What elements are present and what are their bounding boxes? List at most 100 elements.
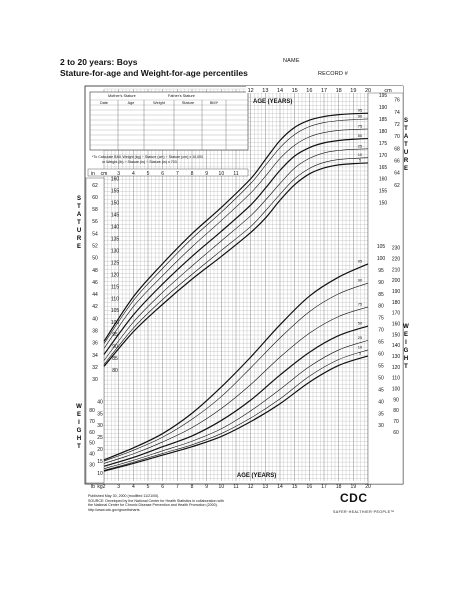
form-header-mother: Mother's Stature: [108, 94, 136, 98]
svg-text:E: E: [77, 412, 81, 418]
svg-text:W: W: [76, 404, 82, 410]
weight-lb-tick-right: 60: [393, 430, 399, 436]
weight-lb-tick-right: 90: [393, 397, 399, 403]
weight-kg-tick-right: 105: [377, 244, 386, 250]
svg-text:T: T: [404, 126, 408, 132]
svg-text:T: T: [77, 204, 81, 210]
stature-cm-tick-right: 195: [379, 93, 388, 99]
stature-in-unit-left: in: [91, 171, 95, 177]
stature-cm-tick-left: 160: [111, 177, 120, 183]
weight-kg-tick-right: 90: [378, 280, 384, 286]
weight-percentile-label: 90: [358, 278, 363, 283]
weight-kg-tick-left: 30: [97, 423, 103, 429]
bottom-age-tick: 19: [351, 484, 357, 490]
stature-cm-tick-left: 80: [112, 368, 118, 374]
weight-percentile-label: 50: [358, 321, 363, 326]
weight-lb-tick-left: 70: [89, 419, 95, 425]
weight-percentile-label: 95: [358, 258, 363, 263]
stature-curve-p50: [103, 137, 369, 355]
chart-title: 2 to 20 years: Boys: [60, 57, 138, 67]
top-age-band: [246, 86, 403, 93]
inner-age-tick: 7: [176, 171, 179, 177]
weight-percentile-label: 10: [358, 344, 363, 349]
stature-cm-tick-left: 150: [111, 201, 120, 207]
form-column-1: Age: [128, 101, 135, 105]
top-age-tick: 14: [277, 88, 283, 94]
weight-kg-tick-right: 45: [378, 387, 384, 393]
weight-lb-tick-right: 150: [392, 332, 401, 338]
inner-age-tick: 3: [117, 171, 120, 177]
stature-cm-tick-left: 145: [111, 213, 120, 219]
weight-lb-tick-left: 50: [89, 441, 95, 447]
stature-in-tick-right: 72: [394, 122, 400, 128]
weight-percentile-label: 5: [359, 350, 362, 355]
stature-in-tick-left: 58: [92, 207, 98, 213]
stature-cm-tick-left: 90: [112, 344, 118, 350]
stature-in-tick-left: 48: [92, 268, 98, 274]
stature-in-tick-left: 40: [92, 316, 98, 322]
stature-in-tick-left: 56: [92, 219, 98, 225]
bmi-note-1: *To Calculate BMI: Weight (kg) ÷ Stature…: [92, 155, 203, 159]
bottom-age-tick: 8: [191, 484, 194, 490]
cdc-tagline: SAFER·HEALTHIER·PEOPLE™: [333, 510, 395, 514]
stature-cm-tick-left: 105: [111, 308, 120, 314]
weight-lb-tick-right: 220: [392, 256, 401, 262]
weight-kg-tick-right: 80: [378, 304, 384, 310]
svg-text:W: W: [403, 324, 409, 330]
stature-cm-tick-left: 115: [111, 284, 119, 290]
bottom-age-tick: 14: [277, 484, 283, 490]
stature-cm-unit-left: cm: [101, 171, 108, 177]
stature-curve-p90: [103, 118, 369, 344]
svg-text:R: R: [77, 236, 82, 242]
bottom-age-tick: 7: [176, 484, 179, 490]
bottom-age-tick: 4: [132, 484, 135, 490]
inner-age-tick: 9: [205, 171, 208, 177]
weight-kg-tick-right: 85: [378, 292, 384, 298]
bottom-age-tick: 5: [147, 484, 150, 490]
bottom-age-tick: 13: [263, 484, 269, 490]
footer-source: Published May 30, 2000 (modified 11/21/0…: [88, 494, 288, 512]
weight-curve-p25: [103, 340, 369, 469]
weight-lb-tick-right: 100: [392, 387, 401, 393]
weight-lb-tick-right: 110: [392, 376, 400, 382]
weight-lb-tick-left: 40: [89, 452, 95, 458]
svg-text:R: R: [404, 158, 409, 164]
cdc-logo: CDC: [340, 491, 368, 505]
bottom-age-tick: 16: [307, 484, 313, 490]
svg-text:G: G: [404, 348, 409, 354]
svg-text:U: U: [77, 228, 81, 234]
bottom-age-tick: 9: [205, 484, 208, 490]
stature-percentile-label: 25: [358, 143, 363, 148]
stature-in-tick-left: 44: [92, 292, 98, 298]
stature-cm-tick-right: 190: [379, 105, 388, 111]
stature-cm-unit-right: cm: [384, 88, 392, 94]
stature-cm-tick-right: 155: [379, 189, 388, 195]
chart-subtitle: Stature-for-age and Weight-for-age perce…: [60, 68, 248, 78]
weight-kg-tick-right: 60: [378, 352, 384, 358]
stature-in-tick-left: 36: [92, 341, 98, 347]
bottom-age-tick: 15: [292, 484, 298, 490]
stature-curve-p25: [103, 148, 369, 361]
weight-kg-tick-right: 50: [378, 375, 384, 381]
stature-percentile-label: 50: [358, 133, 363, 138]
measurement-form: [89, 91, 249, 151]
top-age-tick: 19: [350, 88, 356, 94]
stature-cm-tick-left: 130: [111, 248, 120, 254]
stature-cm-tick-right: 170: [379, 153, 388, 159]
top-age-tick: 20: [365, 88, 371, 94]
inner-age-tick: 8: [191, 171, 194, 177]
weight-lb-tick-right: 120: [392, 365, 401, 371]
stature-cm-tick-left: 140: [111, 225, 120, 231]
weight-kg-tick-left: 25: [97, 435, 103, 441]
top-age-tick: 17: [321, 88, 327, 94]
stature-curve-p75: [103, 128, 369, 349]
weight-lb-tick-left: 60: [89, 430, 95, 436]
form-column-3: Stature: [182, 101, 194, 105]
weight-percentile-label: 25: [358, 335, 363, 340]
svg-text:A: A: [77, 212, 82, 218]
weight-lb-tick-right: 210: [392, 267, 401, 273]
svg-text:E: E: [404, 166, 408, 172]
